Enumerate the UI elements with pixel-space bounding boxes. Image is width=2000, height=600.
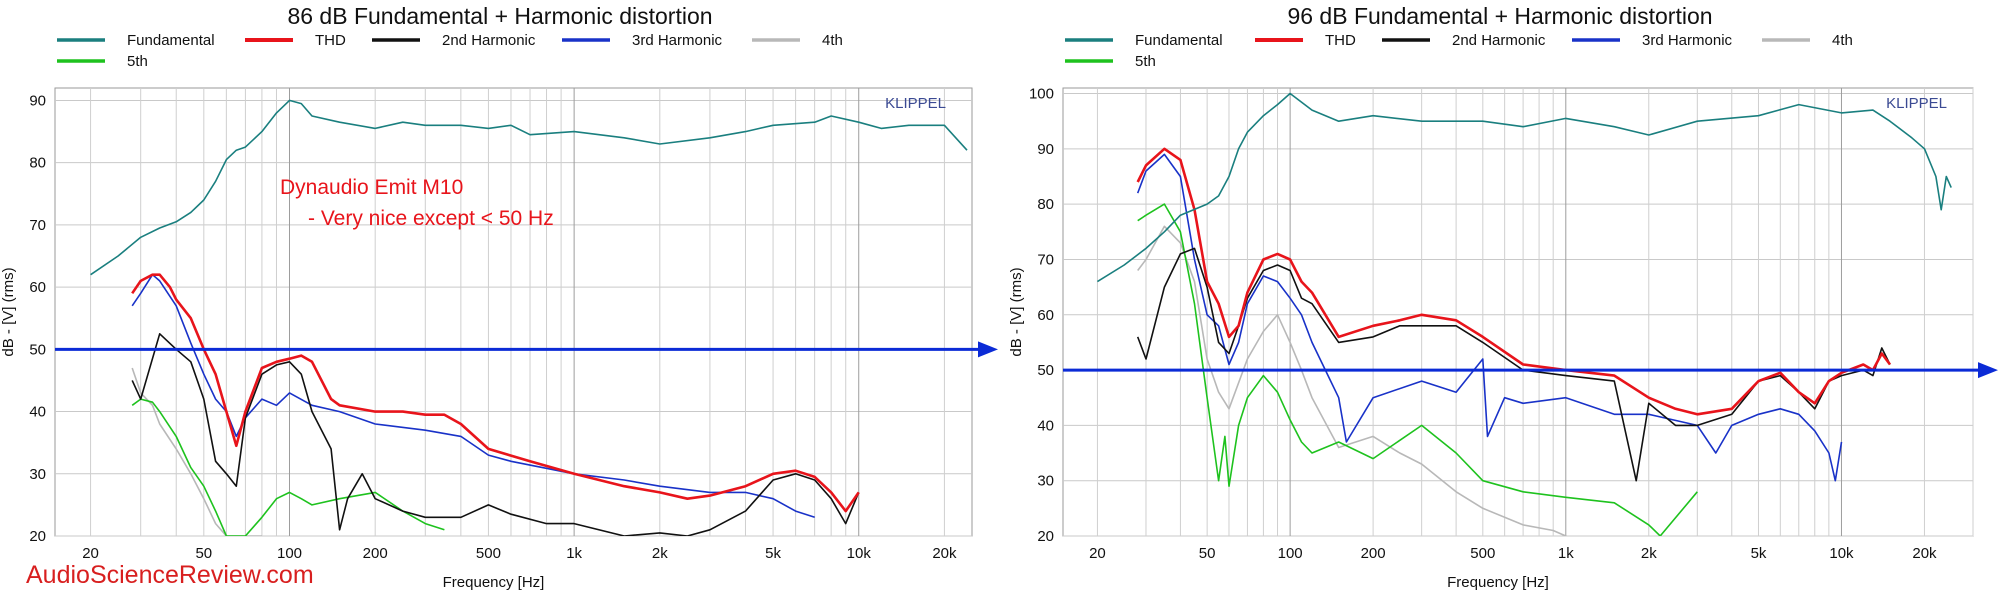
watermark-text: AudioScienceReview.com	[26, 561, 314, 589]
legend-label: THD	[1325, 32, 1356, 49]
y-tick-label: 80	[29, 155, 46, 172]
legend-label: 4th	[1832, 32, 1853, 49]
reference-arrowhead	[978, 341, 998, 358]
series-line-2nd-harmonic	[1136, 247, 1891, 482]
x-tick-label: 20	[82, 545, 99, 562]
x-axis-label: Frequency [Hz]	[1447, 574, 1549, 591]
legend-label: 5th	[1135, 53, 1156, 70]
reference-arrowhead	[1978, 362, 1998, 379]
x-tick-label: 1k	[1558, 545, 1574, 562]
y-axis-label: dB - [V] (rms)	[1008, 267, 1025, 356]
y-tick-label: 20	[29, 528, 46, 545]
y-tick-label: 70	[1037, 251, 1054, 268]
legend-label: THD	[315, 32, 346, 49]
x-axis-label: Frequency [Hz]	[443, 574, 545, 591]
y-tick-label: 60	[1037, 307, 1054, 324]
y-tick-label: 50	[1037, 362, 1054, 379]
series-line-thd	[131, 273, 860, 513]
legend-label: Fundamental	[1135, 32, 1223, 49]
x-tick-label: 20k	[932, 545, 957, 562]
x-tick-label: 200	[1361, 545, 1386, 562]
series-line-3rd-harmonic	[131, 273, 815, 519]
y-tick-label: 100	[1029, 86, 1054, 103]
legend-label: 5th	[127, 53, 148, 70]
klippel-label: KLIPPEL	[885, 95, 946, 112]
y-tick-label: 30	[1037, 473, 1054, 490]
x-tick-label: 100	[277, 545, 302, 562]
y-tick-label: 40	[29, 404, 46, 421]
legend-label: 2nd Harmonic	[442, 32, 536, 49]
legend-label: 2nd Harmonic	[1452, 32, 1546, 49]
x-tick-label: 500	[476, 545, 501, 562]
y-tick-label: 30	[29, 466, 46, 483]
x-tick-label: 2k	[652, 545, 668, 562]
plot-area	[1062, 87, 1974, 537]
series-line-fundamental	[90, 99, 968, 276]
series-line-5th	[1137, 203, 1698, 536]
y-tick-label: 70	[29, 217, 46, 234]
klippel-label: KLIPPEL	[1886, 95, 1947, 112]
series-line-thd	[1136, 147, 1892, 416]
x-tick-label: 5k	[765, 545, 781, 562]
chart-panel-96db: 96 dB Fundamental + Harmonic distortion F…	[1000, 0, 2000, 600]
y-tick-label: 40	[1037, 417, 1054, 434]
series-line-2nd-harmonic	[131, 332, 860, 536]
x-tick-label: 10k	[847, 545, 872, 562]
series-line-5th	[131, 398, 445, 536]
series-line-4th	[1137, 225, 1567, 536]
x-tick-label: 5k	[1751, 545, 1767, 562]
grid-lines	[1063, 88, 1974, 537]
chart-96db: 96 dB Fundamental + Harmonic distortion F…	[1008, 3, 1998, 591]
x-tick-label: 50	[195, 545, 212, 562]
legend-label: Fundamental	[127, 32, 215, 49]
y-axis-label: dB - [V] (rms)	[0, 267, 17, 356]
chart-86db: 86 dB Fundamental + Harmonic distortion F…	[0, 3, 998, 591]
annotation-subtitle: - Very nice except < 50 Hz	[308, 207, 554, 230]
y-tick-label: 80	[1037, 196, 1054, 213]
legend-label: 3rd Harmonic	[632, 32, 723, 49]
x-tick-label: 20	[1089, 545, 1106, 562]
series-group	[1096, 92, 1952, 536]
series-line-fundamental	[1096, 92, 1952, 283]
x-tick-label: 2k	[1641, 545, 1657, 562]
x-tick-label: 10k	[1829, 545, 1854, 562]
chart-title: 86 dB Fundamental + Harmonic distortion	[287, 3, 712, 29]
x-tick-label: 50	[1199, 545, 1216, 562]
series-group	[90, 99, 968, 536]
y-tick-label: 90	[29, 92, 46, 109]
chart-title: 96 dB Fundamental + Harmonic distortion	[1287, 3, 1712, 29]
y-tick-label: 50	[29, 341, 46, 358]
legend-label: 4th	[822, 32, 843, 49]
x-tick-label: 1k	[566, 545, 582, 562]
series-line-3rd-harmonic	[1136, 153, 1843, 482]
chart-panel-86db: 86 dB Fundamental + Harmonic distortion F…	[0, 3, 998, 591]
x-tick-label: 500	[1470, 545, 1495, 562]
y-tick-label: 60	[29, 279, 46, 296]
x-tick-label: 200	[363, 545, 388, 562]
y-tick-label: 90	[1037, 141, 1054, 158]
y-tick-label: 20	[1037, 528, 1054, 545]
legend-label: 3rd Harmonic	[1642, 32, 1733, 49]
annotation-title: Dynaudio Emit M10	[280, 176, 463, 199]
x-tick-label: 20k	[1912, 545, 1937, 562]
x-tick-label: 100	[1278, 545, 1303, 562]
